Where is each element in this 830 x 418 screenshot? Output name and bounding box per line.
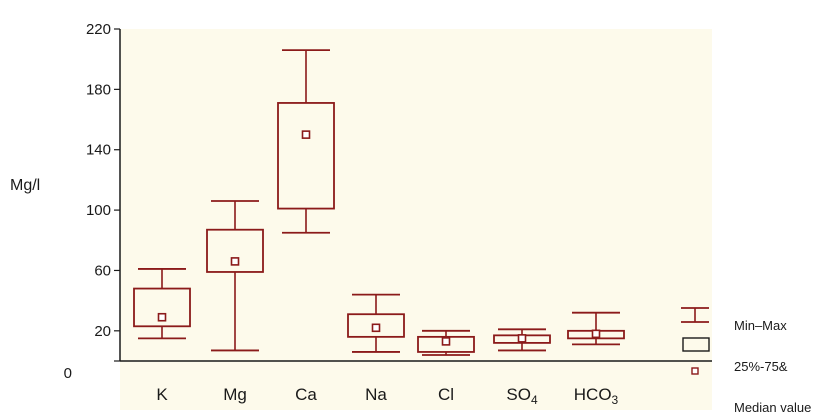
legend-median: Median value (691, 367, 811, 415)
x-category-label: Mg (223, 385, 247, 404)
box-mg (206, 200, 264, 352)
iqr-box (277, 102, 335, 210)
box-na (347, 293, 405, 353)
iqr-box (133, 287, 191, 328)
box-cl (417, 329, 475, 356)
legend-iqr: 25%-75& (682, 337, 788, 374)
iqr-box (347, 313, 405, 338)
y-tick-label: 20 (94, 323, 111, 340)
y-tick-label: 220 (86, 21, 111, 38)
median-marker (371, 323, 381, 333)
y-tick-label: 180 (86, 81, 111, 98)
y-tick-label: 100 (86, 202, 111, 219)
iqr-box (206, 228, 264, 273)
box-ca (277, 49, 335, 234)
y-tick-label: 0 (64, 365, 72, 382)
x-category-label: Cl (438, 385, 454, 404)
plot-area-background (120, 29, 712, 410)
y-tick-label: 60 (94, 262, 111, 279)
box-k (133, 268, 191, 340)
legend-label-min-max: Min–Max (734, 318, 787, 333)
x-category-label: SO4 (506, 385, 538, 407)
median-marker (157, 312, 167, 322)
iqr-box (417, 335, 475, 353)
median-marker (230, 257, 240, 266)
median-marker (441, 337, 451, 346)
x-category-label: K (156, 385, 168, 404)
x-category-label: HCO3 (574, 385, 619, 407)
x-category-label: Na (365, 385, 387, 404)
median-marker (591, 329, 601, 339)
box-series (133, 49, 625, 356)
x-axis: K Mg Ca Na Cl SO4 HCO3 (120, 360, 712, 407)
x-category-label: Ca (295, 385, 317, 404)
box-hco (567, 311, 625, 346)
median-marker (517, 334, 527, 343)
legend: Min–Max 25%-75&Median value (681, 307, 811, 415)
legend-label-iqr: 25%-75& (734, 359, 788, 374)
y-axis: 0 20 60 100 140 180 220 (64, 21, 121, 382)
legend-label-median: Median value (734, 400, 811, 415)
y-axis-title: Mg/l (10, 177, 40, 194)
y-tick-label: 140 (86, 142, 111, 159)
box-so (493, 328, 551, 352)
median-marker (301, 130, 311, 139)
legend-min-max: Min–Max (681, 307, 787, 333)
